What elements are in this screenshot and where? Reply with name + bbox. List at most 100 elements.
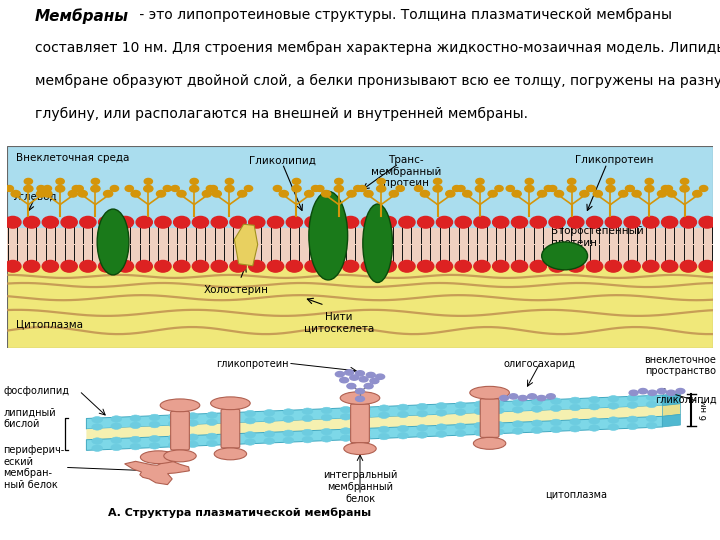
Circle shape	[525, 178, 534, 184]
Circle shape	[75, 186, 84, 192]
Circle shape	[230, 217, 246, 228]
Text: составляет 10 нм. Для строения мембран характерна жидкостно-мозаичная модель. Ли: составляет 10 нм. Для строения мембран х…	[35, 41, 720, 55]
Circle shape	[397, 411, 408, 418]
Circle shape	[474, 422, 485, 429]
Circle shape	[399, 217, 415, 228]
Circle shape	[187, 413, 198, 419]
Circle shape	[509, 394, 518, 399]
Circle shape	[364, 383, 373, 389]
Circle shape	[606, 217, 621, 228]
Circle shape	[292, 185, 301, 192]
Text: Мембраны: Мембраны	[35, 8, 129, 24]
Circle shape	[455, 217, 472, 228]
Circle shape	[207, 419, 217, 426]
Ellipse shape	[140, 451, 176, 464]
Text: внеклеточное
пространство: внеклеточное пространство	[644, 355, 716, 376]
Circle shape	[436, 431, 446, 437]
Circle shape	[493, 408, 504, 414]
Circle shape	[589, 403, 600, 410]
Circle shape	[418, 217, 433, 228]
Circle shape	[267, 217, 284, 228]
Circle shape	[187, 420, 198, 426]
Circle shape	[341, 428, 351, 434]
Circle shape	[144, 185, 153, 192]
Text: интегральный
мембранный
белок: интегральный мембранный белок	[323, 470, 397, 503]
Circle shape	[639, 388, 647, 394]
Circle shape	[144, 178, 153, 184]
Circle shape	[359, 427, 370, 433]
Circle shape	[618, 191, 628, 197]
Circle shape	[202, 191, 212, 197]
Circle shape	[68, 191, 78, 197]
Circle shape	[343, 260, 359, 272]
Circle shape	[377, 178, 385, 184]
Circle shape	[245, 439, 256, 445]
Circle shape	[546, 394, 555, 399]
Circle shape	[24, 178, 32, 184]
Circle shape	[212, 191, 221, 197]
Circle shape	[379, 434, 390, 440]
Circle shape	[474, 408, 485, 415]
Circle shape	[110, 186, 119, 192]
Circle shape	[343, 217, 359, 228]
Text: цитоплазма: цитоплазма	[545, 489, 607, 500]
Bar	[7, 228, 713, 266]
Circle shape	[350, 375, 359, 380]
Circle shape	[643, 260, 659, 272]
Circle shape	[589, 417, 600, 424]
Circle shape	[662, 186, 670, 192]
Circle shape	[417, 403, 428, 410]
Circle shape	[302, 408, 313, 414]
Circle shape	[531, 420, 542, 426]
Circle shape	[287, 217, 302, 228]
Circle shape	[207, 441, 217, 447]
Circle shape	[593, 191, 603, 197]
Circle shape	[99, 260, 114, 272]
Circle shape	[225, 185, 234, 192]
Circle shape	[341, 407, 351, 413]
Circle shape	[513, 428, 523, 434]
Circle shape	[606, 260, 621, 272]
Text: 6 нм: 6 нм	[700, 400, 708, 420]
Circle shape	[168, 421, 179, 427]
Circle shape	[155, 217, 171, 228]
Circle shape	[174, 217, 190, 228]
Circle shape	[364, 191, 373, 197]
Circle shape	[248, 217, 265, 228]
Circle shape	[225, 178, 233, 184]
Circle shape	[693, 191, 702, 197]
Circle shape	[130, 415, 141, 421]
Circle shape	[361, 260, 377, 272]
Circle shape	[225, 440, 236, 446]
Circle shape	[321, 407, 332, 414]
Circle shape	[230, 260, 246, 272]
Circle shape	[512, 191, 521, 197]
Circle shape	[511, 217, 528, 228]
Circle shape	[130, 422, 141, 429]
Circle shape	[111, 423, 122, 429]
Circle shape	[624, 217, 640, 228]
Circle shape	[446, 191, 455, 197]
Text: Гликолипид: Гликолипид	[249, 156, 316, 166]
Circle shape	[665, 186, 672, 192]
Circle shape	[433, 178, 442, 184]
Circle shape	[264, 438, 274, 444]
Circle shape	[662, 217, 678, 228]
Circle shape	[648, 390, 657, 395]
Circle shape	[359, 413, 370, 419]
Circle shape	[549, 217, 565, 228]
Circle shape	[356, 389, 364, 394]
Circle shape	[551, 398, 562, 404]
Circle shape	[163, 186, 171, 192]
Ellipse shape	[474, 437, 505, 449]
Circle shape	[589, 425, 600, 431]
Circle shape	[606, 185, 615, 192]
Circle shape	[436, 410, 446, 416]
Circle shape	[340, 377, 348, 383]
Circle shape	[335, 178, 343, 184]
Circle shape	[570, 397, 580, 403]
Circle shape	[456, 186, 465, 192]
Circle shape	[544, 186, 552, 192]
Circle shape	[549, 186, 557, 192]
Circle shape	[531, 427, 542, 434]
